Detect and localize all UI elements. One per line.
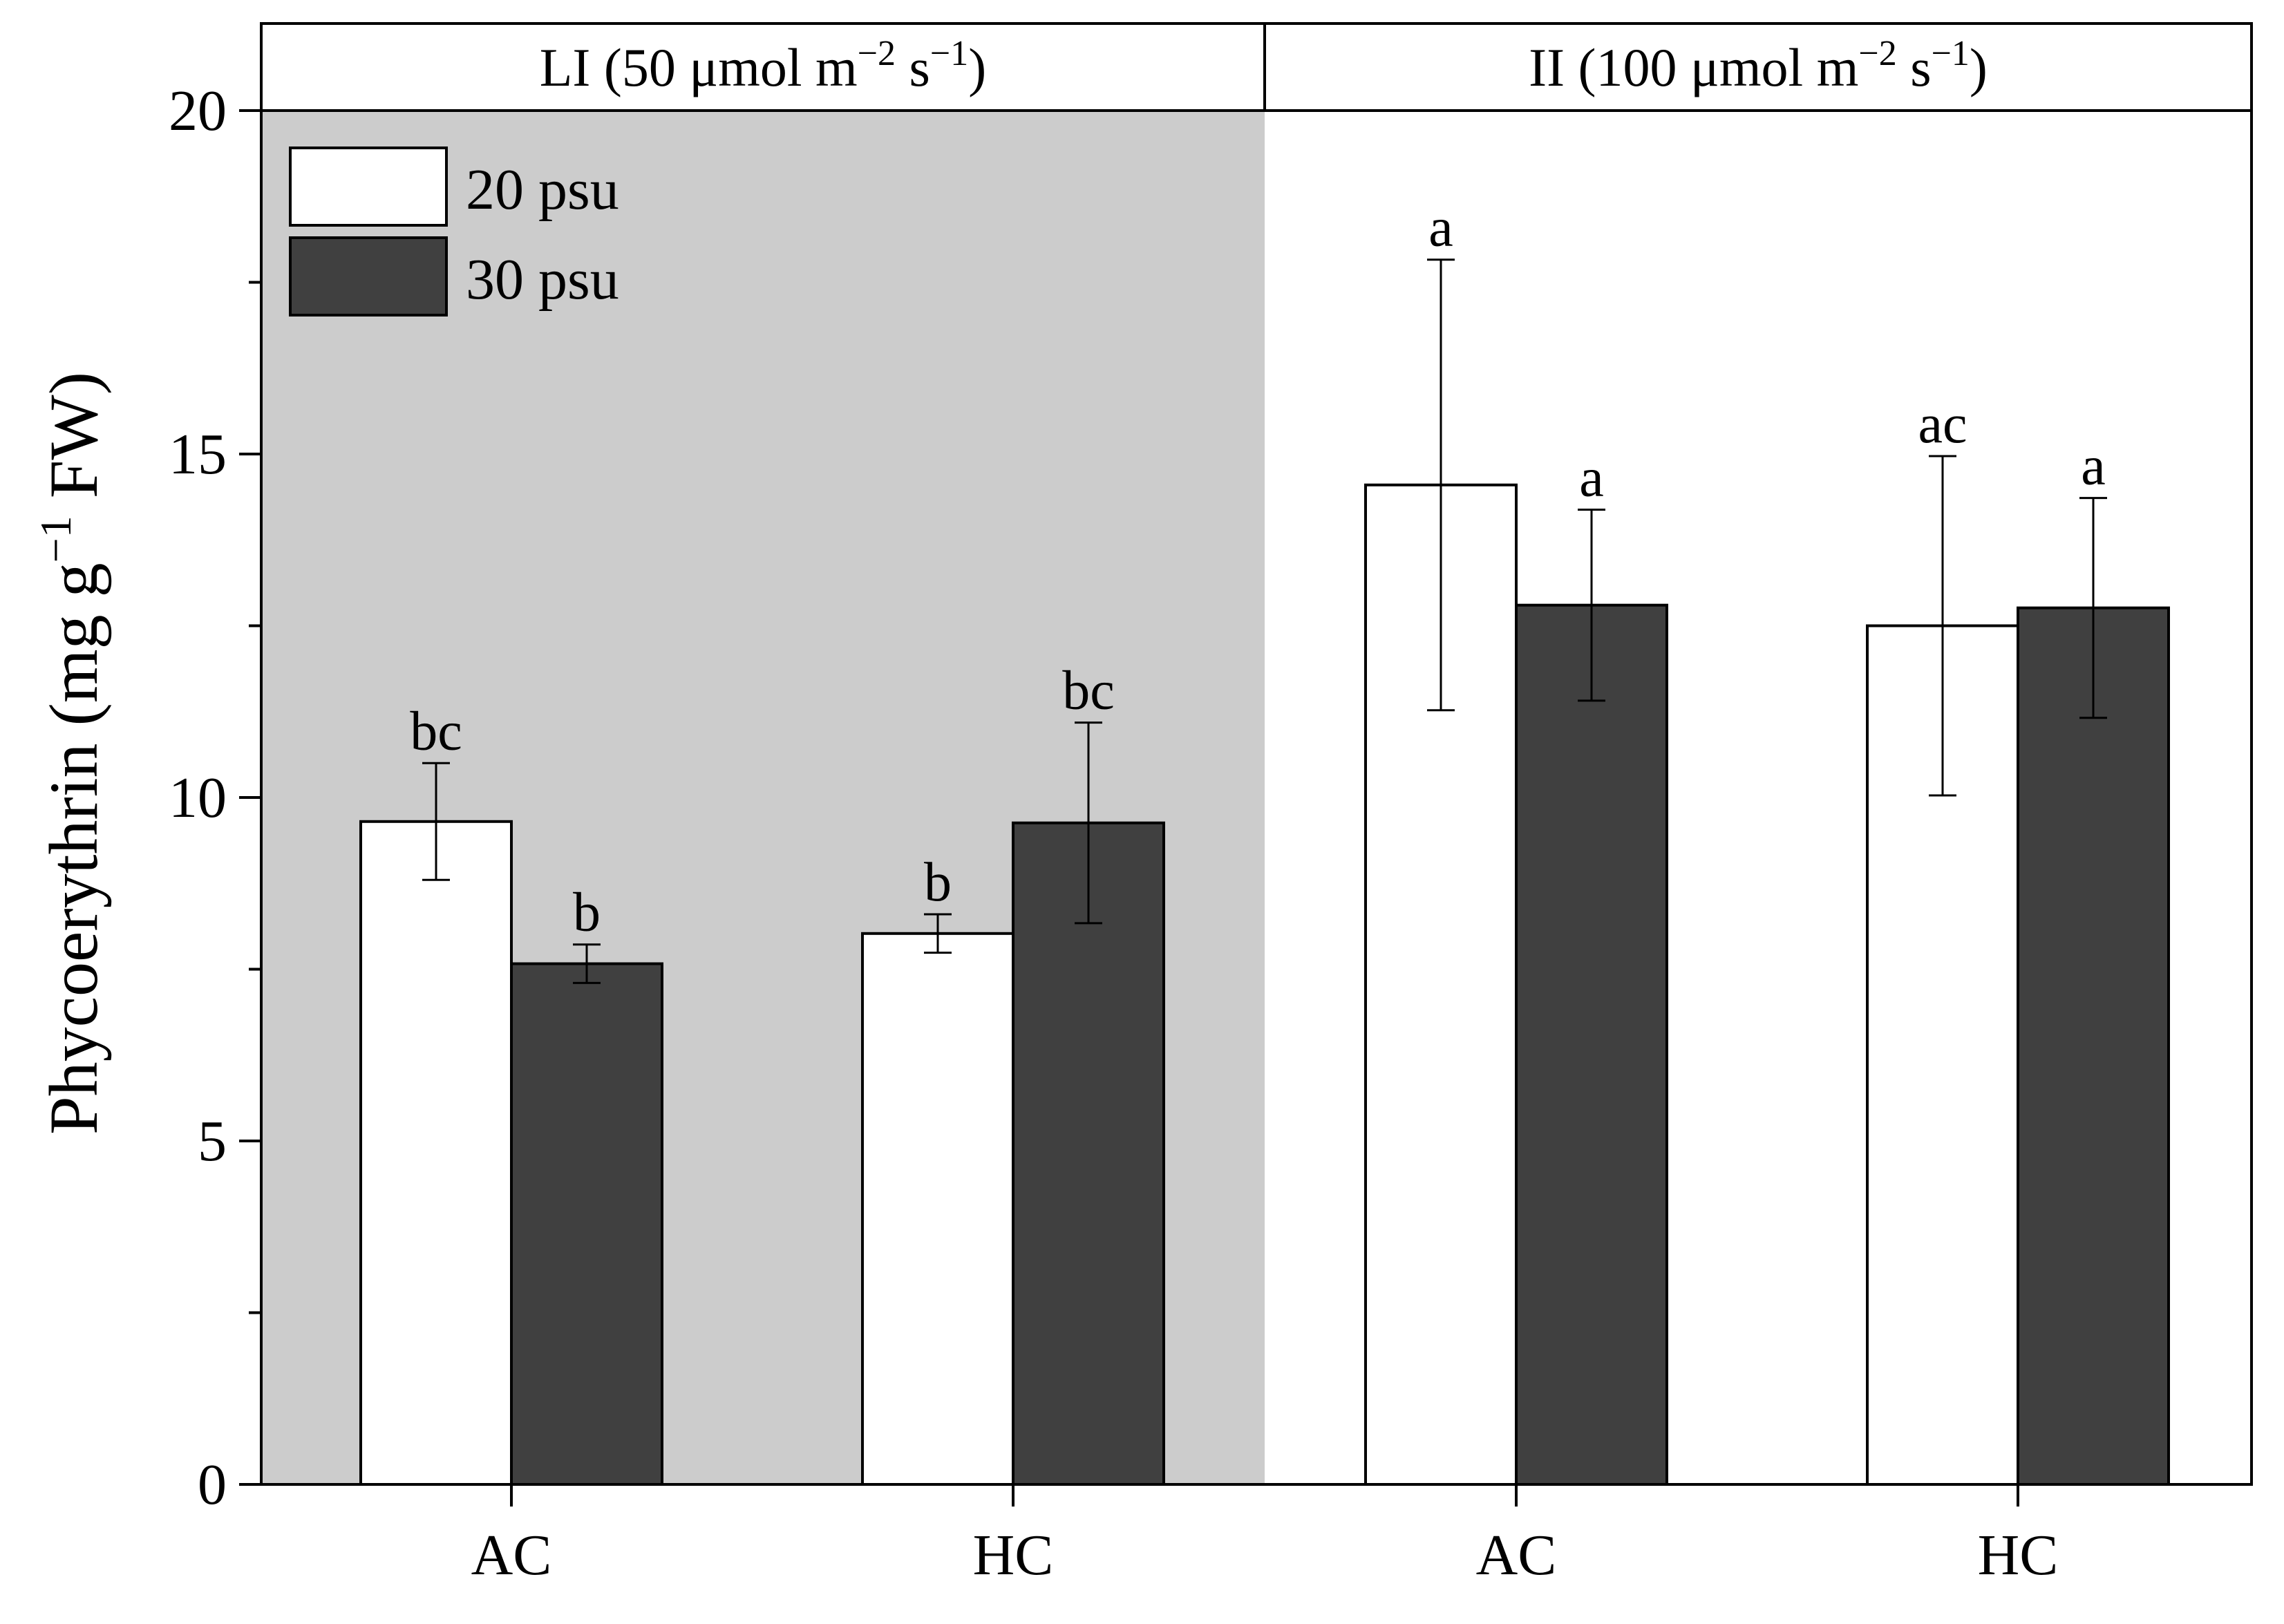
axis-layer: 0 5 10 15 20 AC HC AC HC	[169, 79, 2058, 1587]
significance-letter: bc	[410, 701, 462, 762]
significance-letter: a	[2081, 436, 2106, 497]
x-category-label: AC	[471, 1523, 552, 1587]
y-tick-label: 10	[169, 766, 227, 830]
x-category-label: HC	[973, 1523, 1054, 1587]
significance-letter: b	[924, 852, 952, 913]
x-category-label: HC	[1978, 1523, 2059, 1587]
panel-label-low-irradiance: LI (50 μmol m−2 s−1)	[540, 34, 986, 97]
error-bar	[1929, 455, 1956, 797]
error-bar	[1075, 721, 1102, 925]
legend-swatch-20-psu	[289, 147, 448, 227]
bar-20-psu-ac-li	[359, 820, 513, 1486]
significance-letter: a	[1579, 448, 1604, 509]
y-tick-label: 0	[198, 1453, 227, 1517]
bar-30-psu-hc-ii	[2017, 606, 2170, 1486]
significance-letter: b	[573, 882, 601, 943]
legend-label-20-psu: 20 psu	[466, 158, 619, 222]
y-tick-label: 15	[169, 422, 227, 487]
bar-30-psu-ac-li	[510, 962, 663, 1486]
bar-20-psu-hc-li	[861, 932, 1014, 1486]
significance-letter: bc	[1062, 661, 1115, 721]
panel-label-intermediate-irradiance: II (100 μmol m−2 s−1)	[1529, 34, 1988, 97]
error-bar	[2079, 497, 2107, 719]
significance-letter: ac	[1918, 394, 1967, 455]
legend-label-30-psu: 30 psu	[466, 247, 619, 312]
error-bar	[1578, 509, 1605, 702]
plot-frame	[260, 109, 2253, 1486]
error-bar	[1427, 258, 1455, 712]
legend-swatch-30-psu	[289, 236, 448, 317]
legend: 20 psu 30 psu	[289, 147, 619, 317]
y-tick-label: 5	[198, 1109, 227, 1173]
bar-30-psu-ac-ii	[1515, 603, 1668, 1486]
significance-letter: a	[1428, 198, 1453, 258]
y-axis-label: Phycoerythrin (mg g−1 FW)	[31, 372, 112, 1135]
error-bar	[924, 913, 952, 954]
y-tick-label: 20	[169, 79, 227, 143]
panel-header-box	[260, 22, 2253, 112]
x-category-label: AC	[1476, 1523, 1557, 1587]
error-bar	[573, 943, 601, 984]
bar-30-psu-hc-li	[1012, 821, 1165, 1486]
error-bar	[422, 762, 450, 881]
